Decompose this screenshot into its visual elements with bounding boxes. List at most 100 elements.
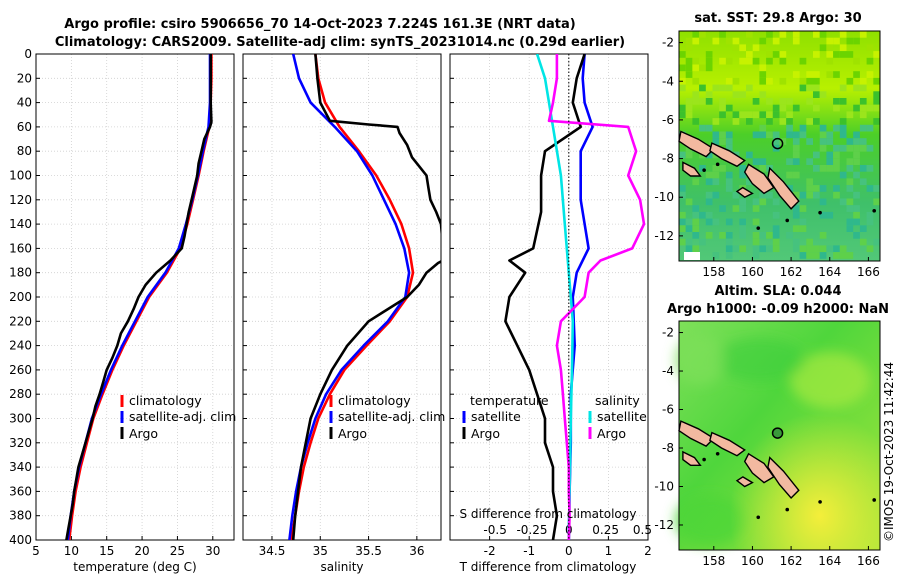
sst-pixel (705, 211, 713, 219)
sst-pixel (692, 91, 700, 98)
sst-pixel (679, 191, 686, 199)
sst-pixel (692, 245, 700, 253)
sst-pixel (679, 151, 686, 159)
island (678, 420, 715, 447)
sst-pixel (819, 91, 827, 98)
x-tick-label: 36 (409, 544, 424, 558)
sst-pixel (725, 171, 733, 179)
sst-pixel (705, 218, 713, 226)
sst-pixel (679, 218, 686, 226)
map-x-tick-label: 164 (818, 554, 841, 568)
y-tick-label: 0 (24, 47, 32, 61)
sst-pixel (826, 211, 834, 219)
sst-pixel (685, 111, 693, 119)
sst-map-ticks: 158 160 162 164 166 -2 -4 -6 -8 -10 -12 (654, 36, 879, 279)
sst-pixel (752, 252, 760, 259)
sst-pixel (806, 98, 813, 105)
sst-pixel (799, 252, 807, 259)
sst-pixel (752, 131, 760, 139)
sst-pixel (779, 118, 787, 125)
y-tick-label: 100 (9, 169, 32, 183)
sst-pixel (752, 238, 760, 246)
x-tick-label: 15 (99, 544, 114, 558)
sst-pixel (766, 111, 773, 119)
sst-pixel (833, 158, 840, 165)
map-y-tick-label: -4 (662, 74, 674, 88)
sst-pixel (813, 31, 820, 38)
x-tick-label: 5 (32, 544, 40, 558)
sla-map-panel: Altim. SLA: 0.044 Argo h1000: -0.09 h200… (654, 284, 889, 568)
sst-pixel (786, 131, 793, 139)
sst-pixel (813, 252, 820, 259)
map-y-tick-label: -6 (662, 403, 674, 417)
sst-pixel (759, 91, 767, 98)
sst-pixel (826, 51, 834, 58)
x-tick-label: 34.5 (259, 544, 286, 558)
sst-pixel (692, 77, 700, 85)
sst-pixel (866, 144, 874, 152)
sst-pixel (712, 191, 720, 199)
sla-map-frame (678, 320, 881, 551)
sst-pixel (846, 252, 854, 259)
sst-pixel (846, 138, 854, 145)
sst-pixel (833, 71, 840, 78)
sst-pixel (725, 185, 733, 192)
sst-pixel (873, 185, 880, 192)
map-x-tick-label: 166 (857, 265, 880, 279)
sst-pixel (819, 44, 827, 52)
island (682, 450, 702, 466)
y-tick-label: 180 (9, 266, 32, 280)
x-tick-label: 35.5 (355, 544, 382, 558)
sla-coastline (678, 420, 877, 520)
sst-pixel (806, 77, 813, 85)
sst-pixel (732, 111, 740, 119)
sst-pixel (806, 238, 813, 246)
sst-pixel (732, 245, 740, 253)
sst-pixel (873, 51, 880, 58)
sst-pixel (699, 238, 706, 246)
map-x-tick-label: 160 (741, 265, 764, 279)
legend-label-t-argo: Argo (471, 426, 500, 441)
sst-pixel (792, 144, 800, 152)
sst-pixel (819, 138, 827, 145)
sst-pixel (806, 138, 813, 145)
sst-pixel (819, 124, 827, 132)
sst-pixel (853, 104, 860, 112)
sst-pixel (799, 218, 807, 226)
sst-pixel (746, 57, 753, 65)
sst-map-title: sat. SST: 29.8 Argo: 30 (694, 11, 861, 26)
x-tick-label: 30 (205, 544, 220, 558)
islet (785, 507, 790, 512)
sst-pixel (859, 238, 867, 246)
sst-pixel (792, 31, 800, 38)
sst-pixel (725, 104, 733, 112)
sst-coastline (678, 130, 877, 230)
sst-pixel (679, 238, 686, 246)
sst-pixel (732, 118, 740, 125)
sst-pixel (679, 111, 686, 119)
sst-pixel (766, 118, 773, 125)
sst-pixel (759, 77, 767, 85)
sst-pixel (819, 144, 827, 152)
sst-pixel (813, 118, 820, 125)
sst-pixel (705, 91, 713, 98)
sst-pixel (853, 71, 860, 78)
sst-pixel (826, 131, 834, 139)
sst-pixel (792, 238, 800, 246)
sla-argo-location-marker (771, 427, 784, 439)
temperature-grid (35, 53, 234, 541)
sst-pixel (792, 205, 800, 212)
islet (702, 168, 706, 172)
sst-pixel (813, 185, 820, 192)
sst-pixel (719, 165, 726, 172)
sst-pixel (699, 211, 706, 219)
map-y-tick-label: -10 (654, 190, 674, 204)
sst-pixel (846, 37, 854, 45)
legend-title-salinity: salinity (595, 393, 640, 408)
sst-pixel (759, 198, 767, 206)
sst-pixel (685, 151, 693, 159)
sst-pixel (799, 57, 807, 65)
sst-pixel (846, 77, 854, 85)
sst-pixel (806, 245, 813, 253)
sst-pixel (806, 191, 813, 199)
